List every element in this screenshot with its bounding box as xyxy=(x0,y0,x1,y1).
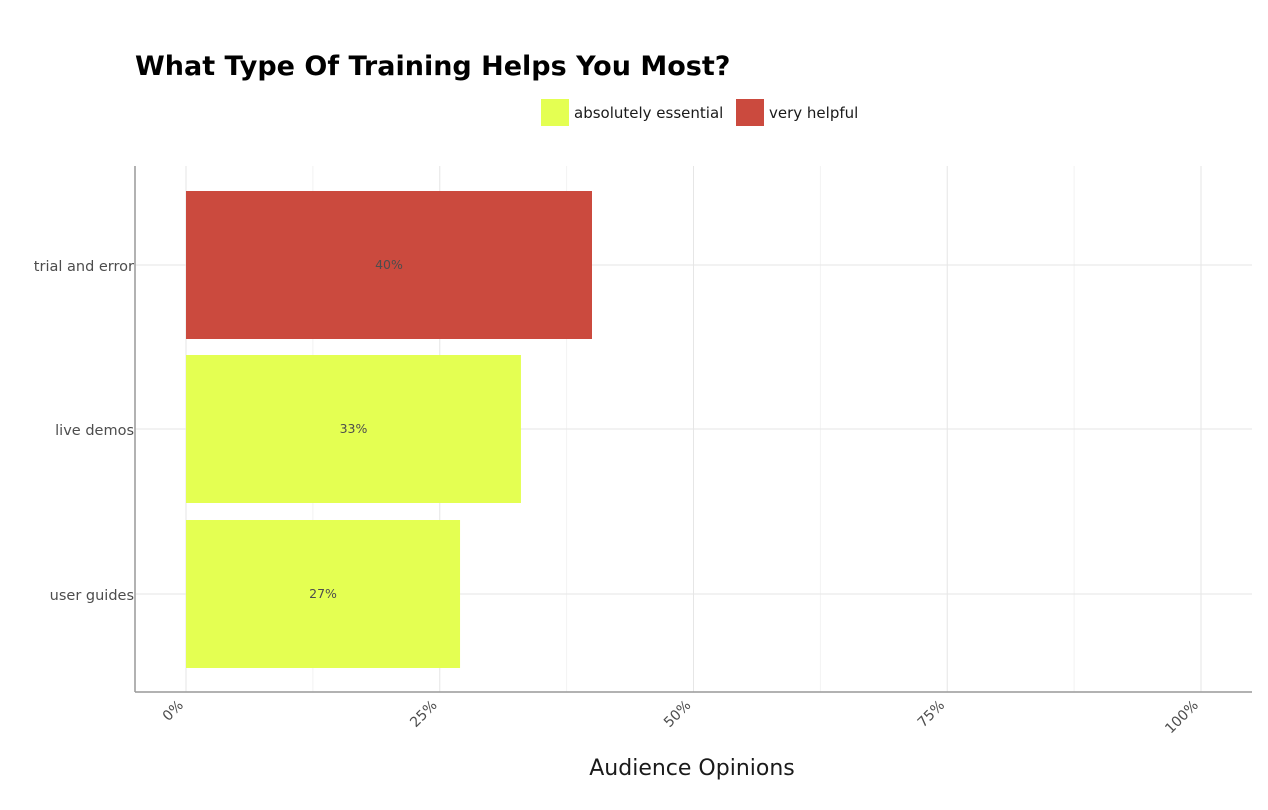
bar-user-guides xyxy=(186,520,461,668)
x-tick-label: 25% xyxy=(407,698,440,731)
legend-swatch-very-helpful xyxy=(736,99,764,126)
x-axis-label: Audience Opinions xyxy=(589,756,795,781)
x-tick-label: 50% xyxy=(661,698,694,731)
y-tick-labels: trial and error live demos user guides xyxy=(34,259,134,604)
bar-value-label: 40% xyxy=(375,257,403,272)
legend: absolutely essential very helpful xyxy=(541,99,858,126)
x-tick-label: 0% xyxy=(160,698,187,725)
bars xyxy=(186,191,592,668)
x-tick-label: 75% xyxy=(915,698,948,731)
x-tick-label: 100% xyxy=(1162,698,1202,738)
bar-live-demos xyxy=(186,355,521,503)
bar-value-label: 27% xyxy=(309,586,337,601)
legend-label-absolutely-essential: absolutely essential xyxy=(574,104,723,122)
legend-label-very-helpful: very helpful xyxy=(769,104,858,122)
x-tick-labels: 0% 25% 50% 75% 100% xyxy=(160,698,1202,738)
y-tick-label: trial and error xyxy=(34,259,134,275)
y-tick-label: live demos xyxy=(55,423,134,439)
chart-title: What Type Of Training Helps You Most? xyxy=(135,51,730,82)
legend-swatch-absolutely-essential xyxy=(541,99,569,126)
y-tick-label: user guides xyxy=(50,588,134,604)
bar-trial-and-error xyxy=(186,191,592,339)
axes xyxy=(134,166,1252,693)
bar-value-label: 33% xyxy=(340,421,368,436)
bar-labels: 40% 33% 27% xyxy=(309,257,403,601)
